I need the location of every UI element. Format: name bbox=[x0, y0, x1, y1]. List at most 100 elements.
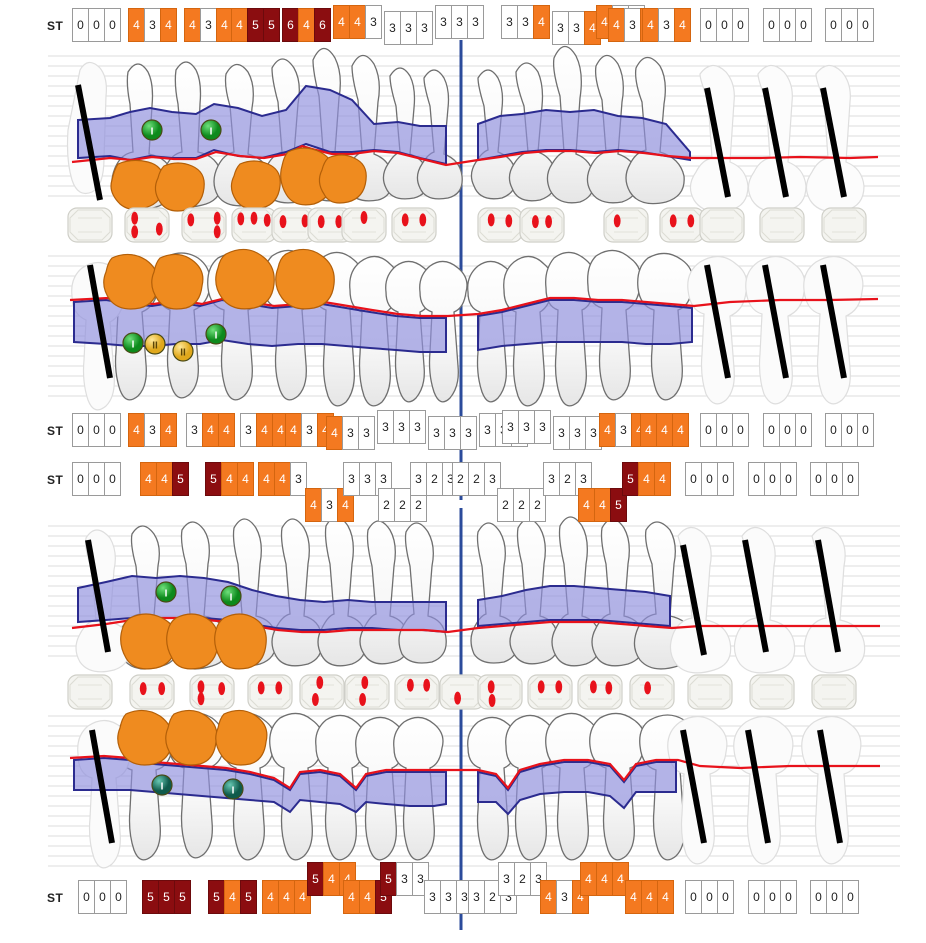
probe-depth-cell[interactable]: 2 bbox=[513, 488, 530, 522]
probe-depth-cell[interactable]: 0 bbox=[717, 462, 734, 496]
probe-depth-cell[interactable]: 5 bbox=[610, 488, 627, 522]
probe-depth-cell[interactable]: 5 bbox=[208, 880, 225, 914]
probe-depth-cell[interactable]: 3 bbox=[400, 11, 417, 45]
occlusal-tooth[interactable] bbox=[811, 674, 857, 710]
probe-depth-cell[interactable]: 0 bbox=[825, 8, 842, 42]
probe-depth-cell[interactable]: 3 bbox=[518, 410, 535, 444]
probe-depth-cell[interactable]: 4 bbox=[578, 488, 595, 522]
probe-depth-cell[interactable]: 3 bbox=[575, 462, 592, 496]
probe-depth-cell[interactable]: 4 bbox=[305, 488, 322, 522]
probe-depth-cell[interactable]: 0 bbox=[841, 8, 858, 42]
furcation-marker[interactable]: II bbox=[172, 340, 194, 362]
probe-depth-cell[interactable]: 4 bbox=[221, 462, 238, 496]
probe-depth-cell[interactable]: 3 bbox=[384, 11, 401, 45]
probe-depth-cell[interactable]: 3 bbox=[359, 462, 376, 496]
probe-depth-cell[interactable]: 3 bbox=[440, 880, 457, 914]
probe-depth-cell[interactable]: 0 bbox=[826, 462, 843, 496]
probe-depth-cell[interactable]: 4 bbox=[202, 413, 219, 447]
probe-depth-cell[interactable]: 3 bbox=[484, 462, 501, 496]
probe-depth-cell[interactable]: 3 bbox=[416, 11, 433, 45]
occlusal-tooth[interactable] bbox=[247, 674, 293, 710]
probe-depth-cell[interactable]: 5 bbox=[263, 8, 280, 42]
occlusal-tooth[interactable] bbox=[67, 207, 113, 243]
probe-depth-cell[interactable]: 3 bbox=[451, 5, 468, 39]
occlusal-tooth[interactable] bbox=[699, 207, 745, 243]
occlusal-tooth[interactable] bbox=[659, 207, 705, 243]
probe-depth-cell[interactable]: 0 bbox=[780, 880, 797, 914]
probe-depth-cell[interactable]: 3 bbox=[409, 410, 426, 444]
probe-depth-cell[interactable]: 3 bbox=[624, 8, 641, 42]
probe-depth-cell[interactable]: 3 bbox=[468, 880, 485, 914]
probe-depth-cell[interactable]: 3 bbox=[556, 880, 573, 914]
probe-depth-cell[interactable]: 0 bbox=[72, 8, 89, 42]
probe-depth-cell[interactable]: 3 bbox=[543, 462, 560, 496]
probe-depth-cell[interactable]: 0 bbox=[685, 462, 702, 496]
occlusal-tooth[interactable] bbox=[129, 674, 175, 710]
probe-depth-cell[interactable]: 4 bbox=[274, 462, 291, 496]
occlusal-tooth[interactable] bbox=[477, 207, 523, 243]
occlusal-tooth[interactable] bbox=[271, 207, 317, 243]
probe-depth-cell[interactable]: 0 bbox=[88, 462, 105, 496]
probe-depth-cell[interactable]: 5 bbox=[172, 462, 189, 496]
probe-depth-cell[interactable]: 4 bbox=[349, 5, 366, 39]
probe-depth-cell[interactable]: 4 bbox=[140, 462, 157, 496]
probe-depth-cell[interactable]: 4 bbox=[231, 8, 248, 42]
probe-depth-cell[interactable]: 4 bbox=[156, 462, 173, 496]
probe-depth-cell[interactable]: 3 bbox=[444, 416, 461, 450]
probe-depth-cell[interactable]: 0 bbox=[72, 413, 89, 447]
probe-depth-cell[interactable]: 5 bbox=[380, 862, 397, 896]
probe-depth-cell[interactable]: 3 bbox=[460, 416, 477, 450]
probe-depth-cell[interactable]: 3 bbox=[144, 8, 161, 42]
furcation-marker[interactable]: I bbox=[220, 585, 242, 607]
occlusal-tooth[interactable] bbox=[299, 674, 345, 710]
probe-depth-cell[interactable]: 0 bbox=[763, 413, 780, 447]
probe-depth-cell[interactable]: 4 bbox=[294, 880, 311, 914]
occlusal-tooth[interactable] bbox=[759, 207, 805, 243]
probe-depth-cell[interactable]: 0 bbox=[104, 8, 121, 42]
probe-depth-cell[interactable]: 4 bbox=[343, 880, 360, 914]
probe-depth-cell[interactable]: 4 bbox=[533, 5, 550, 39]
probe-depth-cell[interactable]: 4 bbox=[323, 862, 340, 896]
occlusal-tooth[interactable] bbox=[124, 207, 170, 243]
probe-depth-cell[interactable]: 4 bbox=[256, 413, 273, 447]
probe-depth-cell[interactable]: 5 bbox=[158, 880, 175, 914]
probe-depth-cell[interactable]: 0 bbox=[810, 462, 827, 496]
probe-depth-cell[interactable]: 4 bbox=[258, 462, 275, 496]
probe-depth-cell[interactable]: 0 bbox=[685, 880, 702, 914]
probe-depth-cell[interactable]: 4 bbox=[580, 862, 597, 896]
probe-depth-cell[interactable]: 4 bbox=[298, 8, 315, 42]
occlusal-tooth[interactable] bbox=[749, 674, 795, 710]
probe-depth-cell[interactable]: 3 bbox=[534, 410, 551, 444]
probe-depth-cell[interactable]: 3 bbox=[290, 462, 307, 496]
probe-depth-cell[interactable]: 0 bbox=[857, 8, 874, 42]
probe-depth-cell[interactable]: 0 bbox=[732, 413, 749, 447]
probe-depth-cell[interactable]: 3 bbox=[479, 413, 496, 447]
occlusal-tooth[interactable] bbox=[231, 207, 277, 243]
